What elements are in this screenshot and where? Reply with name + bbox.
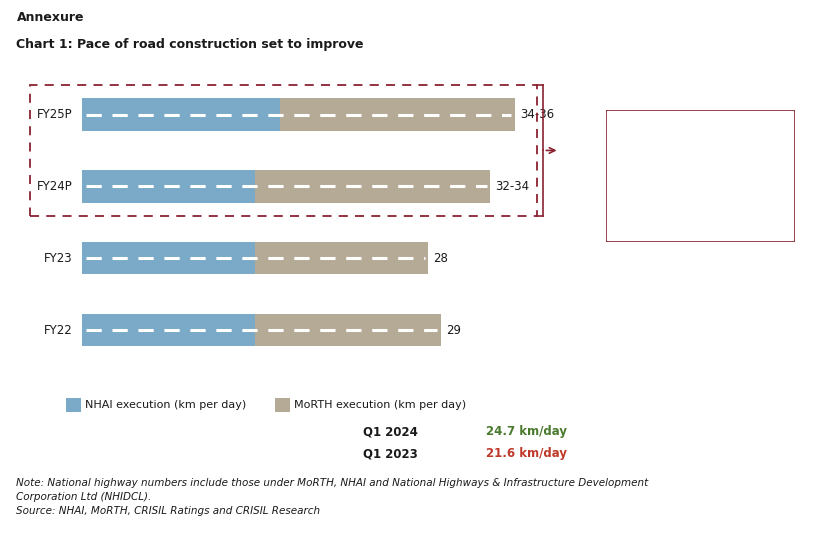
Text: FY23: FY23 [44, 252, 73, 265]
Text: FY25P: FY25P [37, 108, 73, 121]
Text: 24.7 km/day: 24.7 km/day [486, 425, 567, 439]
Bar [255, 314, 441, 346]
Bar [82, 242, 255, 274]
Text: NHAI execution (km per day): NHAI execution (km per day) [85, 400, 246, 410]
Text: Execution pace
expected to
increase by 25%: Execution pace expected to increase by 2… [643, 148, 758, 199]
Bar [255, 242, 428, 274]
Text: Note: National highway numbers include those under MoRTH, NHAI and National High: Note: National highway numbers include t… [16, 478, 648, 516]
Bar [66, 398, 81, 412]
Text: 21.6 km/day: 21.6 km/day [486, 447, 567, 461]
Text: FY22: FY22 [44, 324, 73, 337]
Bar [82, 98, 280, 131]
Bar [280, 98, 515, 131]
Text: FY24P: FY24P [37, 180, 73, 193]
Text: 29: 29 [446, 324, 461, 337]
Bar [82, 314, 255, 346]
Text: Q1 2023: Q1 2023 [363, 447, 417, 461]
Text: 34-36: 34-36 [520, 108, 554, 121]
Bar [255, 170, 490, 203]
Bar [275, 398, 290, 412]
Bar [82, 170, 255, 203]
Text: Q1 2024: Q1 2024 [363, 425, 418, 439]
Bar [30, 86, 537, 216]
Text: MoRTH execution (km per day): MoRTH execution (km per day) [293, 400, 466, 410]
Text: 32-34: 32-34 [495, 180, 529, 193]
Text: 28: 28 [433, 252, 448, 265]
Text: Annexure: Annexure [16, 11, 84, 24]
Text: Chart 1: Pace of road construction set to improve: Chart 1: Pace of road construction set t… [16, 38, 364, 52]
